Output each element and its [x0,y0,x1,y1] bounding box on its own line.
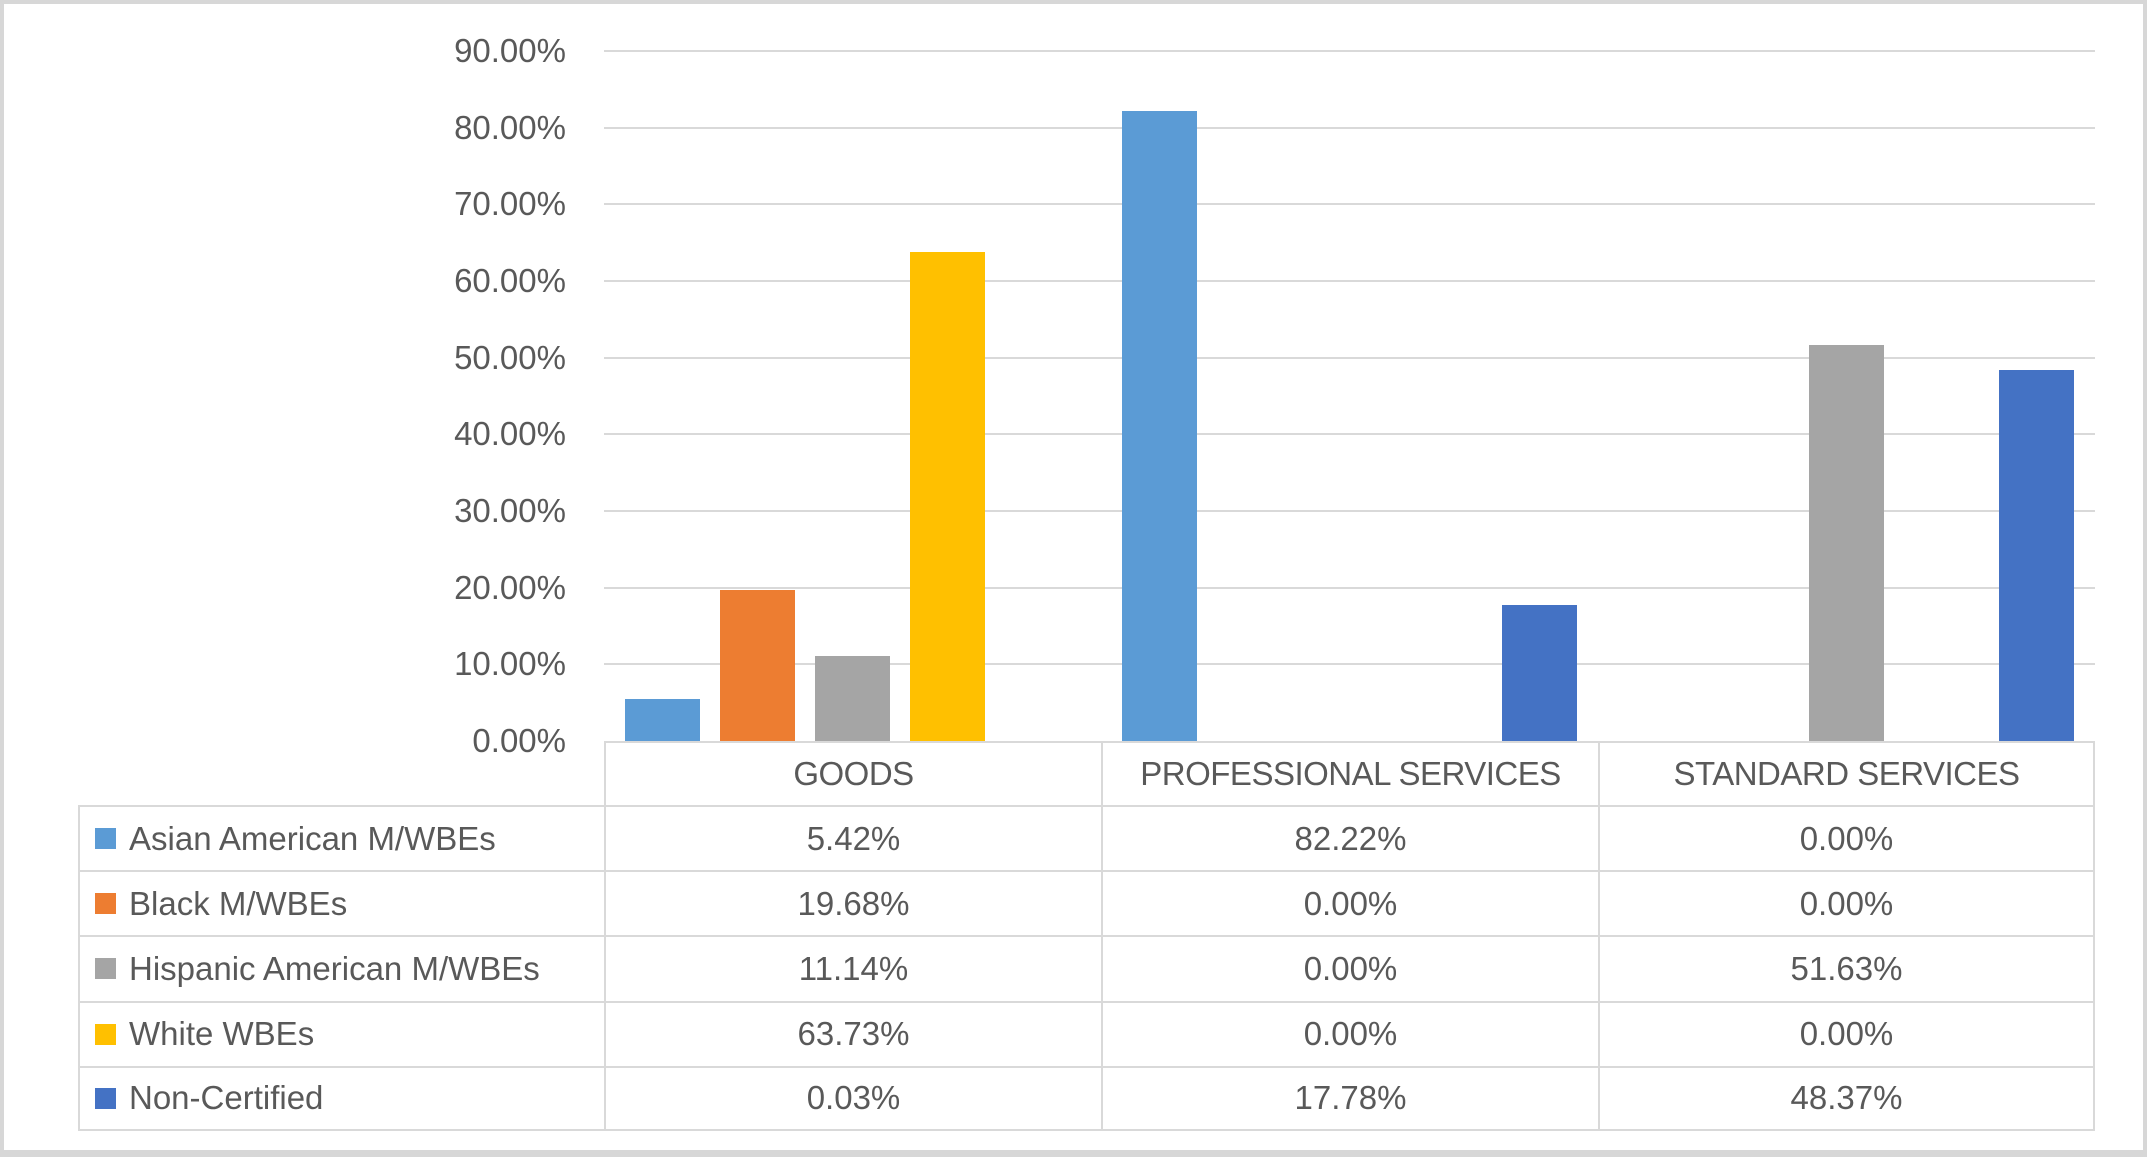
legend-key-icon [95,958,116,980]
gridline-50 [604,356,2095,359]
table-value-non-certified-professional-services: 17.78% [1101,1065,1598,1131]
bar-professional-services-asian-american-m-wbes [1122,110,1197,741]
bar-goods-white-wbes [910,252,985,741]
series-name: Hispanic American M/WBEs [129,949,540,987]
legend-cell-black-m-wbes: Black M/WBEs [78,870,604,936]
gridline-60 [604,280,2095,282]
gridline-70 [604,203,2095,206]
gridline-80 [604,126,2095,129]
table-value-hispanic-american-m-wbes-standard-services: 51.63% [1598,935,2095,1001]
gridline-90 [604,50,2095,52]
table-value-black-m-wbes-goods: 19.68% [604,870,1101,936]
legend-key-icon [95,893,116,915]
table-value-non-certified-goods: 0.03% [604,1065,1101,1131]
y-axis-tick-label: 10.00% [454,645,566,683]
data-table-corner [78,741,604,805]
y-axis-tick-label: 60.00% [454,262,566,299]
category-header-goods: GOODS [604,741,1101,805]
legend-key-icon [95,1087,116,1109]
series-name: Asian American M/WBEs [129,819,496,857]
legend-cell-white-wbes: White WBEs [78,1000,604,1066]
table-value-hispanic-american-m-wbes-goods: 11.14% [604,935,1101,1001]
table-value-asian-american-m-wbes-professional-services: 82.22% [1101,805,1598,871]
bar-goods-asian-american-m-wbes [625,699,700,741]
table-value-white-wbes-standard-services: 0.00% [1598,1000,2095,1066]
y-axis-tick-label: 80.00% [454,108,566,146]
gridline-10 [604,663,2095,666]
table-value-hispanic-american-m-wbes-professional-services: 0.00% [1101,935,1598,1001]
legend-cell-asian-american-m-wbes: Asian American M/WBEs [78,805,604,871]
gridline-40 [604,433,2095,436]
table-value-black-m-wbes-standard-services: 0.00% [1598,870,2095,936]
table-value-asian-american-m-wbes-standard-services: 0.00% [1598,805,2095,871]
series-name: Non-Certified [129,1079,324,1117]
bar-goods-black-m-wbes [720,590,795,741]
series-name: Black M/WBEs [129,884,348,922]
y-axis-tick-label: 0.00% [472,722,566,759]
table-value-asian-american-m-wbes-goods: 5.42% [604,805,1101,871]
category-header-professional-services: PROFESSIONAL SERVICES [1101,741,1598,805]
bar-standard-services-non-certified [1999,370,2074,741]
table-value-non-certified-standard-services: 48.37% [1598,1065,2095,1131]
y-axis-tick-label: 50.00% [454,338,566,376]
y-axis-tick-label: 70.00% [454,185,566,223]
table-value-black-m-wbes-professional-services: 0.00% [1101,870,1598,936]
legend-key-icon [95,1023,116,1045]
y-axis-tick-label: 90.00% [454,32,566,69]
gridline-30 [604,510,2095,512]
y-axis-tick-label: 40.00% [454,415,566,453]
legend-key-icon [95,828,116,850]
y-axis-tick-label: 20.00% [454,568,566,606]
bar-goods-hispanic-american-m-wbes [815,655,890,741]
legend-cell-non-certified: Non-Certified [78,1065,604,1131]
series-name: White WBEs [129,1015,315,1053]
chart-data-table: GOODS PROFESSIONAL SERVICES STANDARD SERVI… [78,741,2095,1131]
table-value-white-wbes-goods: 63.73% [604,1000,1101,1066]
table-value-white-wbes-professional-services: 0.00% [1101,1000,1598,1066]
gridline-20 [604,586,2095,589]
y-axis-tick-label: 30.00% [454,492,566,529]
bar-standard-services-hispanic-american-m-wbes [1809,345,1884,741]
bar-professional-services-non-certified [1502,604,1577,741]
category-header-standard-services: STANDARD SERVICES [1598,741,2095,805]
legend-cell-hispanic-american-m-wbes: Hispanic American M/WBEs [78,935,604,1001]
